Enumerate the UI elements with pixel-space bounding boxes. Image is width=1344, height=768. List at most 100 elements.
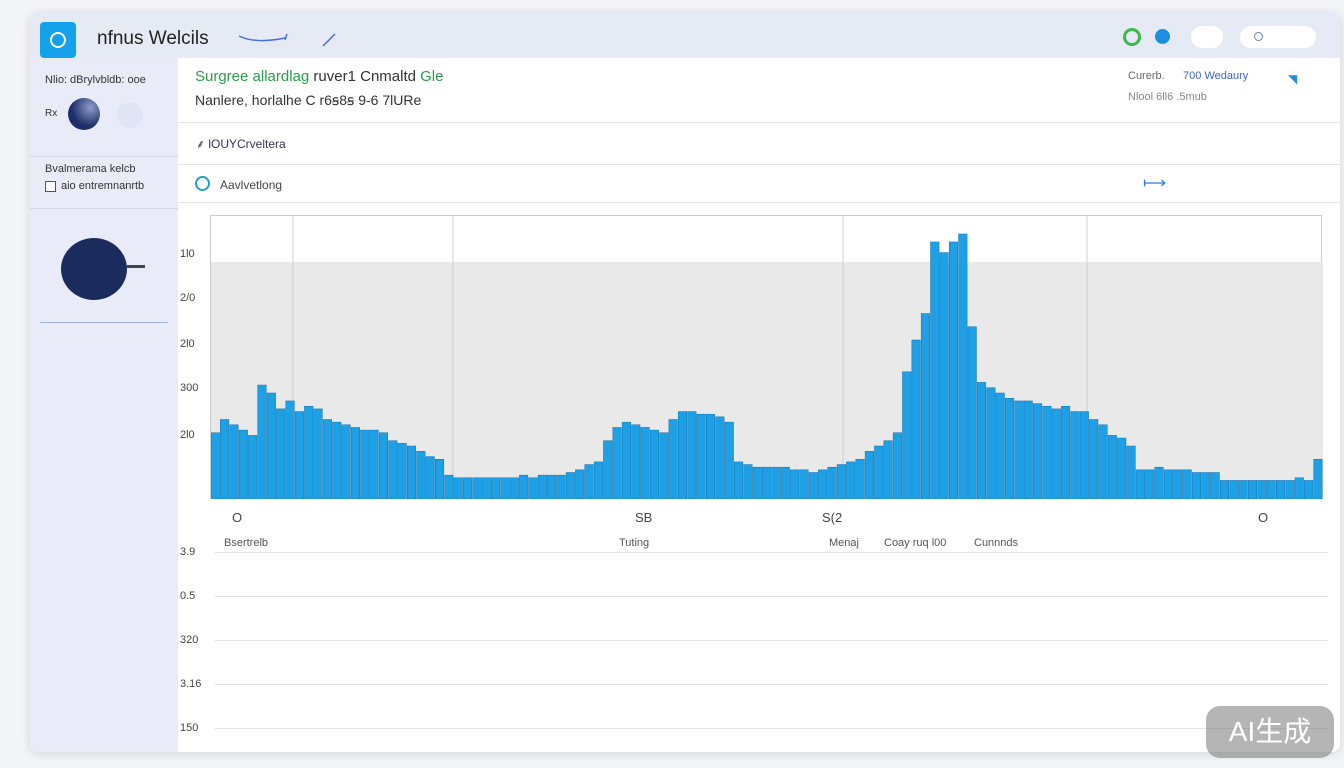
- bar: [481, 477, 491, 500]
- bar: [977, 382, 987, 500]
- bar: [229, 424, 239, 500]
- lower-y-tick-label: 0.5: [180, 590, 196, 602]
- profile-avatar[interactable]: [61, 238, 127, 300]
- bar: [1126, 445, 1136, 500]
- bar: [1210, 472, 1220, 500]
- y-tick-label: 2l0: [180, 429, 195, 441]
- x-tick-label: O: [1258, 510, 1269, 525]
- bar: [902, 371, 912, 500]
- app-title: nfnus Welcils: [97, 28, 209, 49]
- bar: [1023, 400, 1033, 500]
- sidebar-checkbox[interactable]: [45, 181, 56, 192]
- grid-line: [215, 728, 1328, 729]
- bar: [677, 411, 688, 500]
- refresh-icon[interactable]: [195, 176, 210, 191]
- avatar-placeholder[interactable]: [117, 102, 143, 128]
- legend-item[interactable]: Bsertrelb: [224, 537, 269, 549]
- list-item[interactable]: Aavlvetlong ⟼: [178, 165, 1340, 203]
- subtitle-part: Nanlere, horlalhe: [195, 92, 302, 108]
- bar: [1163, 469, 1173, 500]
- bar: [369, 429, 379, 500]
- bar: [995, 392, 1005, 500]
- bar: [500, 477, 510, 500]
- bar: [332, 421, 342, 500]
- legend-item[interactable]: Tuting: [619, 537, 650, 549]
- bar: [1219, 480, 1230, 500]
- grid-line: [215, 552, 1328, 553]
- bar: [519, 474, 529, 500]
- bar: [341, 424, 351, 500]
- legend-item[interactable]: Menaj: [829, 537, 859, 549]
- bar: [640, 427, 650, 500]
- bar: [958, 233, 968, 500]
- header-title-part: Surgree allardlag: [195, 68, 310, 85]
- bar: [248, 435, 258, 500]
- bar: [537, 474, 547, 500]
- divider: [30, 208, 178, 209]
- bar: [547, 474, 557, 500]
- bar: [967, 326, 977, 500]
- bar: [509, 477, 519, 500]
- bar: [724, 421, 734, 500]
- bar: [1201, 472, 1211, 500]
- header-title-part: ruver1 Cnmaltd: [313, 68, 416, 85]
- legend-item[interactable]: Cunnnds: [974, 537, 1019, 549]
- sync-icon[interactable]: [1155, 29, 1170, 44]
- bar: [1135, 469, 1145, 500]
- bar: [388, 440, 398, 500]
- slider-handle[interactable]: [127, 265, 145, 268]
- bar: [584, 464, 594, 500]
- bar: [294, 411, 304, 500]
- arrow-right-icon[interactable]: ⟼: [1143, 175, 1166, 192]
- stat-secondary: Nlool 6ll6 .5mub: [1128, 91, 1207, 103]
- divider: [30, 156, 178, 157]
- bar: [1294, 477, 1304, 500]
- list-item[interactable]: ⸙ lOUYCrveltera: [178, 123, 1340, 165]
- bar: [435, 459, 445, 500]
- bar: [1313, 459, 1323, 500]
- bar: [621, 421, 631, 500]
- bar: [425, 456, 435, 500]
- grid-line: [215, 596, 1328, 597]
- bar: [304, 406, 314, 500]
- bar: [397, 443, 407, 500]
- lower-y-tick-label: 3.16: [180, 678, 202, 690]
- bar: [948, 241, 959, 500]
- bar: [1089, 419, 1099, 500]
- bar: [565, 472, 575, 500]
- toolbar-button[interactable]: [1191, 26, 1223, 48]
- bar: [743, 464, 753, 500]
- bar: [659, 432, 669, 500]
- bar: [874, 445, 884, 500]
- bar: [1051, 408, 1061, 500]
- app-logo-icon: [40, 22, 76, 58]
- pin-icon[interactable]: ◥: [1288, 72, 1298, 86]
- bar: [463, 477, 473, 500]
- bar: [986, 387, 996, 500]
- bar: [276, 408, 286, 500]
- bar: [1117, 437, 1127, 500]
- header-title-part: Gle: [420, 68, 444, 85]
- y-tick-label: 300: [180, 382, 199, 394]
- divider: [40, 322, 168, 323]
- bar: [818, 469, 828, 500]
- list-item-label: ⸙ lOUYCrveltera: [196, 137, 286, 151]
- x-tick-label: S(2: [822, 510, 843, 525]
- bar: [220, 419, 230, 500]
- bar: [528, 477, 538, 500]
- bar: [210, 432, 220, 500]
- bar: [1098, 424, 1108, 500]
- bar: [1229, 480, 1239, 500]
- status-ok-icon[interactable]: [1123, 28, 1141, 46]
- bar: [855, 459, 865, 500]
- sidebar-label: Nlio: dBrylvbldb: ooe: [45, 74, 146, 86]
- bar: [668, 419, 678, 500]
- bar: [1145, 469, 1155, 500]
- legend-item[interactable]: Coay ruq l00: [884, 537, 947, 549]
- search-button[interactable]: [1240, 26, 1316, 48]
- sidebar-section-title: Bvalmerama kelcb: [45, 163, 136, 175]
- bar-chart: [210, 215, 1323, 500]
- avatar[interactable]: [68, 98, 100, 130]
- bar: [799, 469, 809, 500]
- bar: [1191, 472, 1201, 500]
